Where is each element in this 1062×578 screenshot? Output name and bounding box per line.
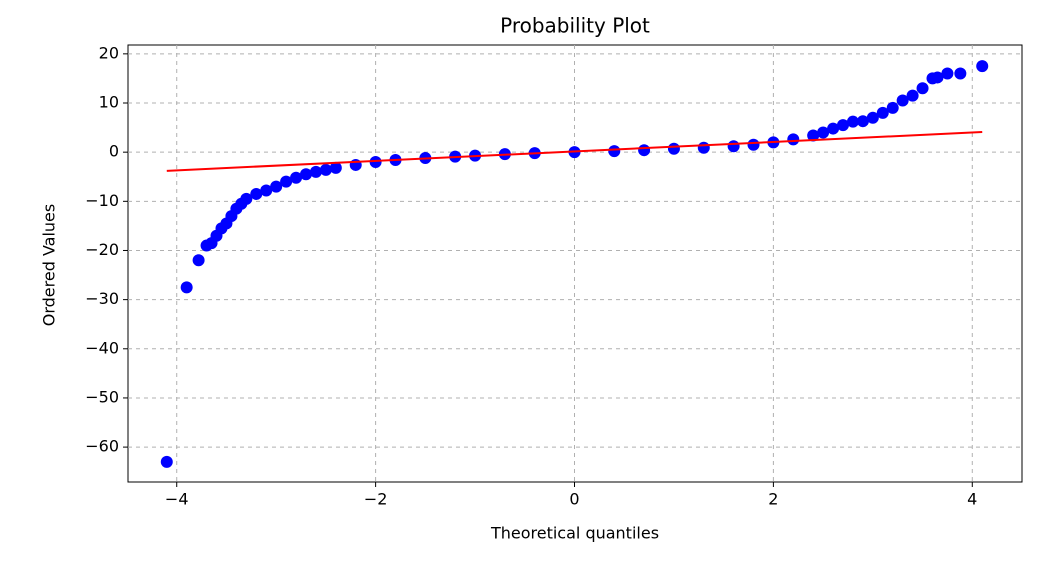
- point: [192, 254, 205, 267]
- x-axis-label: Theoretical quantiles: [490, 524, 659, 543]
- point: [309, 165, 322, 178]
- point: [160, 455, 173, 468]
- y-tick-label: −10: [85, 191, 119, 210]
- point: [866, 111, 879, 124]
- point: [667, 142, 680, 155]
- point: [941, 67, 954, 80]
- point: [896, 94, 909, 107]
- point: [837, 119, 850, 132]
- point: [270, 180, 283, 193]
- y-tick-label: −60: [85, 437, 119, 456]
- point: [280, 175, 293, 188]
- x-tick-label: 4: [967, 490, 977, 509]
- y-tick-label: 10: [99, 93, 119, 112]
- y-tick-label: −50: [85, 387, 119, 406]
- point: [807, 129, 820, 142]
- point: [180, 281, 193, 294]
- point: [290, 171, 303, 184]
- point: [976, 60, 989, 73]
- point: [608, 145, 621, 158]
- y-tick-label: −20: [85, 240, 119, 259]
- point: [906, 89, 919, 102]
- point: [329, 161, 342, 174]
- point: [747, 138, 760, 151]
- point: [300, 168, 313, 181]
- y-tick-label: 0: [109, 142, 119, 161]
- y-tick-label: −40: [85, 338, 119, 357]
- point: [727, 140, 740, 153]
- point: [931, 71, 944, 84]
- point: [787, 133, 800, 146]
- fit-line: [166, 131, 983, 172]
- point: [827, 122, 840, 135]
- point: [846, 115, 859, 128]
- x-tick-label: 2: [768, 490, 778, 509]
- point: [319, 163, 332, 176]
- point: [250, 187, 263, 200]
- point: [697, 141, 710, 154]
- point: [886, 101, 899, 114]
- point: [817, 126, 830, 139]
- point: [876, 106, 889, 119]
- point: [954, 67, 967, 80]
- point: [260, 184, 273, 197]
- point: [240, 192, 253, 205]
- point: [638, 144, 651, 157]
- x-tick-label: −2: [364, 490, 388, 509]
- point: [856, 115, 869, 128]
- y-tick-label: −30: [85, 289, 119, 308]
- x-tick-label: 0: [569, 490, 579, 509]
- x-tick-label: −4: [165, 490, 189, 509]
- chart-title: Probability Plot: [500, 14, 650, 38]
- y-tick-label: 20: [99, 43, 119, 62]
- y-axis-label: Ordered Values: [40, 204, 59, 326]
- point: [916, 82, 929, 95]
- point: [369, 155, 382, 168]
